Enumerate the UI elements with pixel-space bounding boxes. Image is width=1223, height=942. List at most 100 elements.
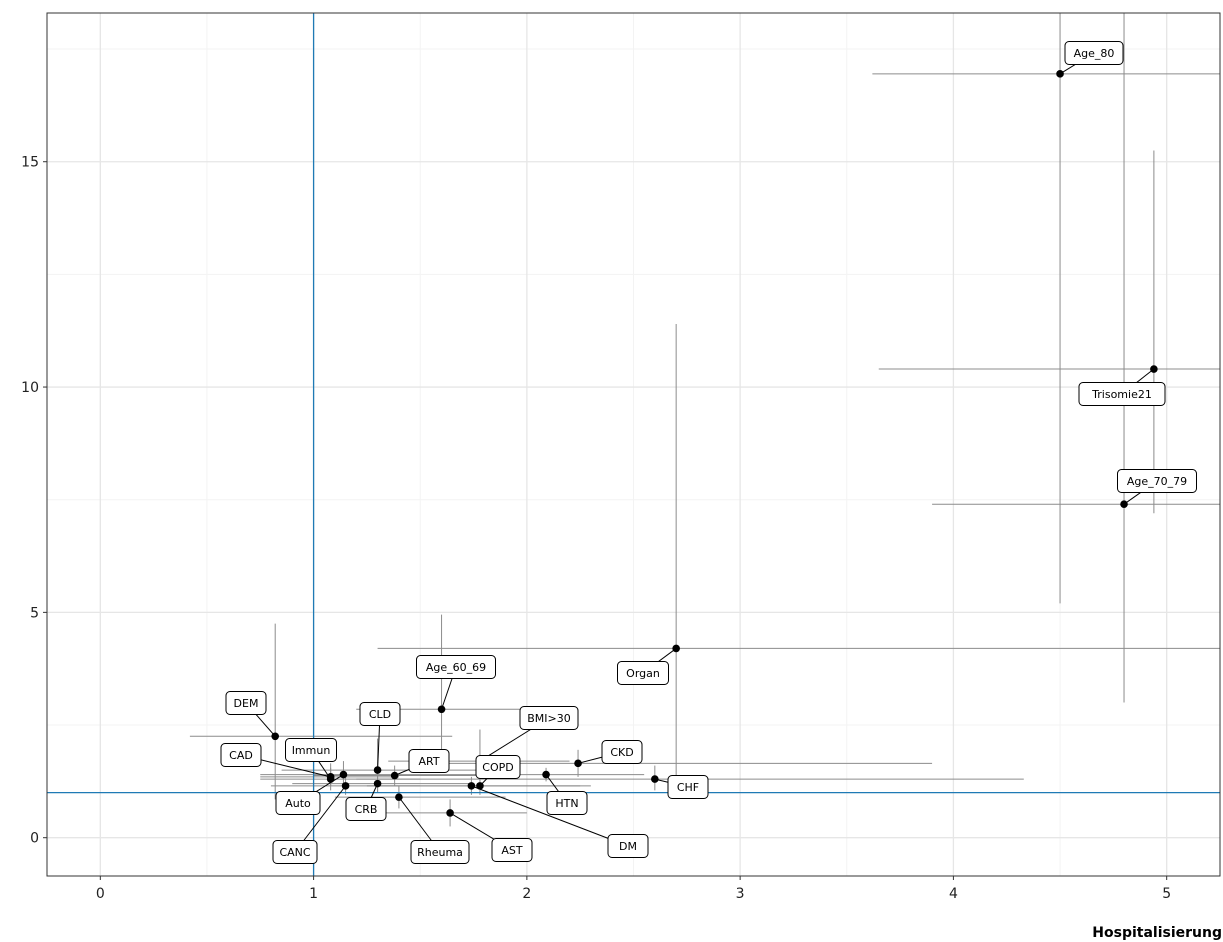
point-label-text: CANC (279, 846, 310, 859)
point-label-text: ART (418, 755, 439, 768)
point-label-text: HTN (555, 797, 578, 810)
point-label-text: Age_60_69 (426, 661, 486, 674)
point-label-box (617, 661, 669, 685)
point-label: CRB (345, 797, 387, 821)
point-label-text: CKD (610, 746, 633, 759)
x-tick-label: 5 (1162, 886, 1171, 902)
point-label: CAD (220, 743, 262, 767)
point-label-text: CLD (369, 708, 391, 721)
data-point (390, 771, 399, 780)
point-label: CHF (667, 775, 709, 799)
point-label-box (408, 749, 450, 773)
point-label: Immun (285, 738, 337, 762)
data-point (446, 809, 454, 817)
point-label: DM (607, 834, 649, 858)
point-label-text: AST (501, 844, 523, 857)
point-label-text: CRB (355, 803, 378, 816)
point-label-box (1064, 41, 1124, 65)
reference-lines (47, 13, 1220, 876)
point-label-box (1078, 382, 1166, 406)
label-connectors (240, 52, 1158, 853)
y-tick-label: 15 (21, 155, 39, 171)
point-label: Auto (275, 791, 321, 815)
data-point (395, 793, 403, 801)
point-label-text: Rheuma (417, 846, 463, 859)
data-point (672, 644, 680, 653)
point-label-box (491, 838, 533, 862)
point-label-box (416, 655, 496, 679)
point-label-text: CHF (677, 781, 699, 794)
data-points (271, 70, 1158, 817)
x-tick-label: 3 (736, 886, 745, 902)
axes: 0 1 2 3 4 5 0 5 10 15 (21, 12, 1221, 902)
y-tick-label: 10 (21, 380, 39, 396)
point-label: Trisomie21 (1078, 382, 1166, 406)
point-label: ART (408, 749, 450, 773)
point-label-box (519, 706, 579, 730)
point-label-box (607, 834, 649, 858)
y-tick-label: 5 (30, 605, 39, 621)
point-label: Age_60_69 (416, 655, 496, 679)
point-label-text: Immun (292, 744, 331, 757)
point-label-box (475, 755, 521, 779)
point-labels: Age_80 Trisomie21 Age_70_79 Organ Age_60_69 D… (220, 41, 1197, 864)
x-axis-title: Hospitalisierung (1092, 925, 1222, 941)
point-label: CLD (359, 702, 401, 726)
point-label: BMI>30 (519, 706, 579, 730)
label-connector (471, 785, 629, 847)
data-point (1150, 365, 1158, 373)
point-label-text: Organ (626, 667, 660, 680)
point-label: CANC (272, 840, 318, 864)
point-label: Age_70_79 (1117, 469, 1197, 493)
point-label-box (1117, 469, 1197, 493)
point-label-box (272, 840, 318, 864)
point-label: HTN (546, 791, 588, 815)
data-point (271, 732, 280, 741)
point-label: AST (491, 838, 533, 862)
panel-border (46, 12, 1221, 877)
data-point (574, 759, 582, 768)
data-point (1120, 500, 1128, 509)
data-point (437, 705, 446, 714)
y-tick-label: 0 (30, 831, 39, 847)
point-label-text: DEM (234, 697, 259, 710)
point-label: Age_80 (1064, 41, 1124, 65)
data-point (373, 766, 382, 774)
point-label: COPD (475, 755, 521, 779)
point-label-box (275, 791, 321, 815)
x-tick-label: 0 (96, 886, 105, 902)
point-label-box (359, 702, 401, 726)
data-point (651, 775, 659, 783)
point-label-text: Age_70_79 (1127, 475, 1187, 488)
point-label-box (601, 740, 643, 764)
point-label-box (410, 840, 470, 864)
point-label: Organ (617, 661, 669, 685)
data-point (341, 782, 350, 790)
point-label-text: CAD (229, 749, 253, 762)
point-label-box (345, 797, 387, 821)
data-point (326, 773, 335, 781)
point-label-box (285, 738, 337, 762)
data-point (476, 782, 484, 790)
x-tick-label: 1 (309, 886, 318, 902)
point-label: Rheuma (410, 840, 470, 864)
error-bars (189, 13, 1220, 827)
point-label-box (220, 743, 262, 767)
point-label: CKD (601, 740, 643, 764)
data-point (373, 779, 382, 788)
data-point (339, 770, 348, 779)
point-label-text: Auto (285, 797, 311, 810)
point-label: DEM (225, 691, 267, 715)
point-label-box (667, 775, 709, 799)
point-label-text: COPD (482, 761, 513, 774)
x-tick-label: 4 (949, 886, 958, 902)
point-label-text: BMI>30 (527, 712, 571, 725)
point-label-box (546, 791, 588, 815)
x-tick-label: 2 (522, 886, 531, 902)
data-point (467, 782, 476, 790)
point-label-text: DM (619, 840, 637, 853)
data-point (1056, 70, 1064, 78)
point-label-box (225, 691, 267, 715)
data-point (542, 770, 550, 779)
